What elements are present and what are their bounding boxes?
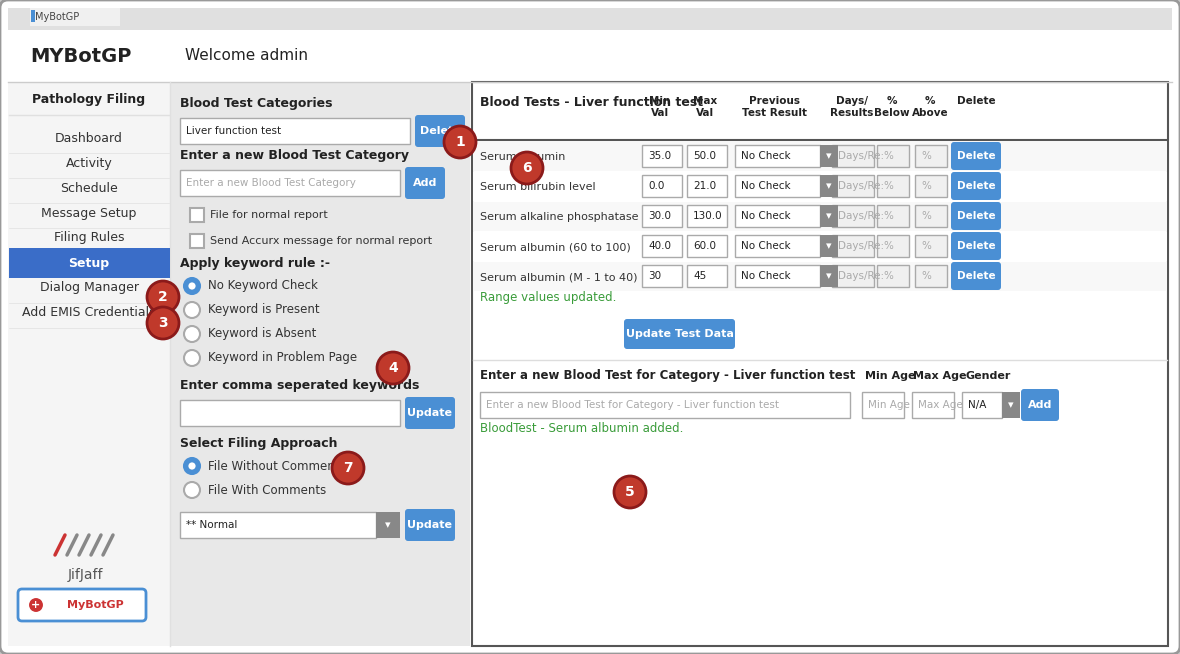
Bar xyxy=(687,175,727,197)
Bar xyxy=(480,392,850,418)
Text: ▾: ▾ xyxy=(826,151,832,161)
Text: Enter comma seperated keywords: Enter comma seperated keywords xyxy=(181,379,419,392)
Text: Add EMIS Credentials: Add EMIS Credentials xyxy=(22,307,156,320)
Bar xyxy=(687,265,727,287)
Text: Delete: Delete xyxy=(957,241,995,251)
Text: Welcome admin: Welcome admin xyxy=(185,48,308,63)
Circle shape xyxy=(148,281,179,313)
FancyBboxPatch shape xyxy=(415,115,465,147)
Bar xyxy=(820,235,838,257)
Text: Days/Re:: Days/Re: xyxy=(838,241,884,251)
Text: Keyword is Present: Keyword is Present xyxy=(208,303,320,317)
Bar xyxy=(914,235,948,257)
Text: 40.0: 40.0 xyxy=(648,241,671,251)
Circle shape xyxy=(184,458,199,474)
Text: 7: 7 xyxy=(343,461,353,475)
Text: Add: Add xyxy=(1028,400,1053,410)
Bar xyxy=(877,175,909,197)
Text: %: % xyxy=(883,271,893,281)
Text: 1: 1 xyxy=(455,135,465,149)
Text: Min Age: Min Age xyxy=(868,400,910,410)
Text: Delete: Delete xyxy=(957,181,995,191)
Text: %: % xyxy=(883,151,893,161)
Circle shape xyxy=(28,597,44,613)
Text: 30: 30 xyxy=(648,271,661,281)
Text: Serum bilirubin level: Serum bilirubin level xyxy=(480,182,596,192)
Text: ▾: ▾ xyxy=(826,241,832,251)
FancyBboxPatch shape xyxy=(405,167,445,199)
Text: %: % xyxy=(883,181,893,191)
Bar xyxy=(181,118,409,144)
Text: ▾: ▾ xyxy=(826,271,832,281)
Text: No Check: No Check xyxy=(741,151,791,161)
Circle shape xyxy=(444,126,476,158)
Text: Add: Add xyxy=(413,178,437,188)
Text: Enter a new Blood Test for Category - Liver function test: Enter a new Blood Test for Category - Li… xyxy=(486,400,779,410)
Bar xyxy=(820,175,838,197)
Text: %
Below: % Below xyxy=(874,96,910,118)
Text: Blood Test Categories: Blood Test Categories xyxy=(181,97,333,109)
Bar xyxy=(473,142,1167,171)
Text: ▾: ▾ xyxy=(826,181,832,191)
Text: %: % xyxy=(922,271,931,281)
Text: Days/
Results: Days/ Results xyxy=(831,96,873,118)
Bar xyxy=(473,262,1167,291)
Text: Previous
Test Result: Previous Test Result xyxy=(742,96,807,118)
Text: No Check: No Check xyxy=(741,181,791,191)
Text: JifJaff: JifJaff xyxy=(67,568,103,582)
Circle shape xyxy=(184,302,199,318)
Circle shape xyxy=(189,283,196,290)
Text: Max Age: Max Age xyxy=(913,371,966,381)
Circle shape xyxy=(614,476,645,508)
Circle shape xyxy=(332,452,363,484)
Text: 3: 3 xyxy=(158,316,168,330)
Text: 60.0: 60.0 xyxy=(693,241,716,251)
Bar xyxy=(820,265,838,287)
Bar xyxy=(735,145,820,167)
Bar xyxy=(642,265,682,287)
Bar xyxy=(642,145,682,167)
Circle shape xyxy=(511,152,543,184)
Bar xyxy=(820,145,838,167)
Bar xyxy=(190,234,204,248)
Bar xyxy=(181,400,400,426)
Circle shape xyxy=(184,278,199,294)
Bar xyxy=(877,145,909,167)
Text: Update: Update xyxy=(407,520,452,530)
Text: Enter a new Blood Test Category: Enter a new Blood Test Category xyxy=(181,150,409,162)
Text: Max
Val: Max Val xyxy=(693,96,717,118)
FancyBboxPatch shape xyxy=(951,142,1001,170)
Bar xyxy=(473,202,1167,231)
Text: ▾: ▾ xyxy=(826,211,832,221)
Bar xyxy=(376,512,400,538)
Text: %
Above: % Above xyxy=(912,96,949,118)
Text: Select Filing Approach: Select Filing Approach xyxy=(181,438,337,451)
FancyBboxPatch shape xyxy=(951,262,1001,290)
Bar xyxy=(914,145,948,167)
Text: %: % xyxy=(883,241,893,251)
Text: 2: 2 xyxy=(158,290,168,304)
Text: Days/Re:: Days/Re: xyxy=(838,211,884,221)
Text: Days/Re:: Days/Re: xyxy=(838,151,884,161)
Text: Message Setup: Message Setup xyxy=(41,207,137,220)
Text: %: % xyxy=(922,211,931,221)
Text: 21.0: 21.0 xyxy=(693,181,716,191)
Bar xyxy=(8,30,1172,82)
Text: 35.0: 35.0 xyxy=(648,151,671,161)
Text: Filing Rules: Filing Rules xyxy=(54,232,124,245)
Bar xyxy=(190,208,204,222)
Text: Send Accurx message for normal report: Send Accurx message for normal report xyxy=(210,236,432,246)
Text: MyBotGP: MyBotGP xyxy=(66,600,124,610)
Text: Liver function test: Liver function test xyxy=(186,126,281,136)
Text: ▾: ▾ xyxy=(385,520,391,530)
Text: %: % xyxy=(922,241,931,251)
Bar xyxy=(31,10,35,22)
Text: BloodTest - Serum albumin added.: BloodTest - Serum albumin added. xyxy=(480,421,683,434)
Text: MYBotGP: MYBotGP xyxy=(30,46,131,65)
Bar xyxy=(170,82,470,646)
Text: Update: Update xyxy=(407,408,452,418)
Text: File Without Comments: File Without Comments xyxy=(208,460,346,472)
Text: Setup: Setup xyxy=(68,256,110,269)
Circle shape xyxy=(148,307,179,339)
